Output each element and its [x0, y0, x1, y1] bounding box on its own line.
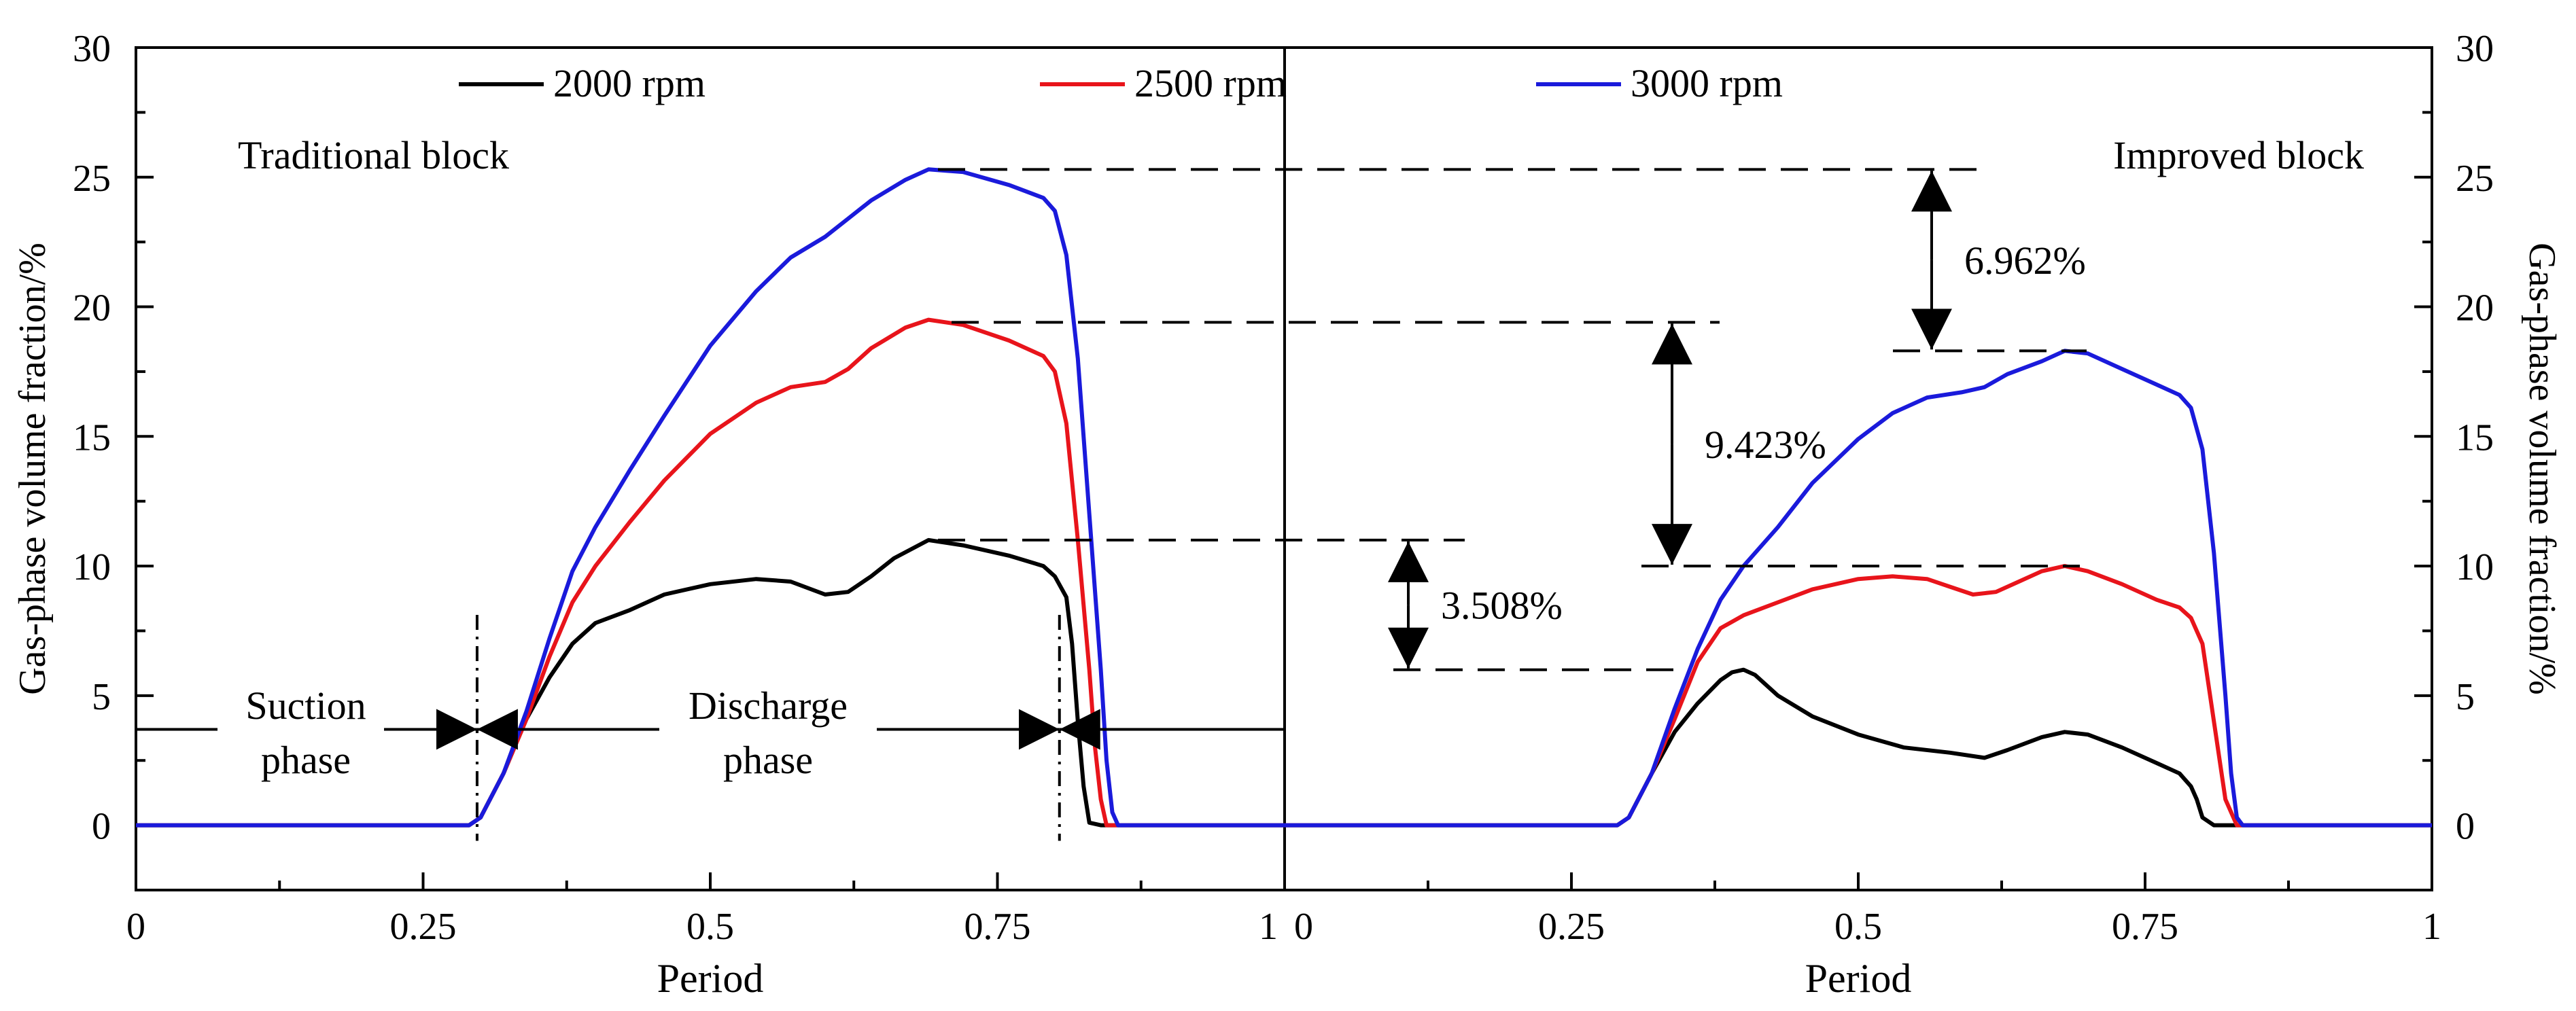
y-tick-label-right: 5	[2456, 676, 2475, 718]
y-axis-title-right: Gas-phase volume fraction/%	[2521, 243, 2563, 695]
legend-label: 2000 rpm	[553, 61, 706, 105]
legend-label: 3000 rpm	[1631, 61, 1783, 105]
series-line-right-3000-rpm	[1285, 349, 2432, 828]
discharge-label: phase	[723, 738, 813, 782]
series-line-right-2000-rpm	[1285, 667, 2432, 828]
y-tick-label-left: 5	[92, 676, 111, 718]
x-tick-label-left: 1	[1259, 906, 1278, 948]
y-tick-label-right: 20	[2456, 287, 2494, 330]
suction-label: Suction	[245, 684, 366, 728]
x-axis-title-right: Period	[1805, 956, 1912, 1001]
x-tick-label-right: 0	[1294, 906, 1313, 948]
x-tick-label-right: 1	[2422, 906, 2441, 948]
y-tick-label-left: 0	[92, 806, 111, 848]
series-line-left-2500-rpm	[136, 317, 1285, 828]
x-tick-label-left: 0.25	[390, 906, 457, 948]
y-axis-title-left: Gas-phase volume fraction/%	[12, 243, 54, 695]
series-line-left-2000-rpm	[136, 537, 1285, 828]
x-tick-label-left: 0.75	[964, 906, 1031, 948]
y-tick-label-right: 0	[2456, 806, 2475, 848]
suction-label: phase	[261, 738, 351, 782]
y-tick-label-right: 10	[2456, 546, 2494, 588]
y-tick-label-right: 30	[2456, 28, 2494, 70]
panel-title-right: Improved block	[2113, 133, 2364, 177]
x-tick-label-right: 0.25	[1538, 906, 1605, 948]
y-tick-label-right: 25	[2456, 158, 2494, 200]
y-tick-label-right: 15	[2456, 416, 2494, 459]
y-tick-label-left: 20	[73, 287, 111, 330]
difference-label: 3.508%	[1441, 583, 1563, 627]
discharge-label: Discharge	[689, 684, 848, 728]
x-tick-label-left: 0	[126, 906, 145, 948]
y-tick-label-left: 25	[73, 158, 111, 200]
y-tick-label-left: 10	[73, 546, 111, 588]
series-line-right-2500-rpm	[1285, 564, 2432, 828]
panel-title-left: Traditional block	[238, 133, 509, 177]
difference-label: 9.423%	[1705, 423, 1826, 467]
x-axis-title-left: Period	[657, 956, 764, 1001]
x-tick-label-left: 0.5	[686, 906, 734, 948]
legend-label: 2500 rpm	[1134, 61, 1287, 105]
y-tick-label-left: 30	[73, 28, 111, 70]
x-tick-label-right: 0.75	[2112, 906, 2178, 948]
y-tick-label-left: 15	[73, 416, 111, 459]
difference-label: 6.962%	[1964, 238, 2086, 283]
x-tick-label-right: 0.5	[1834, 906, 1882, 948]
